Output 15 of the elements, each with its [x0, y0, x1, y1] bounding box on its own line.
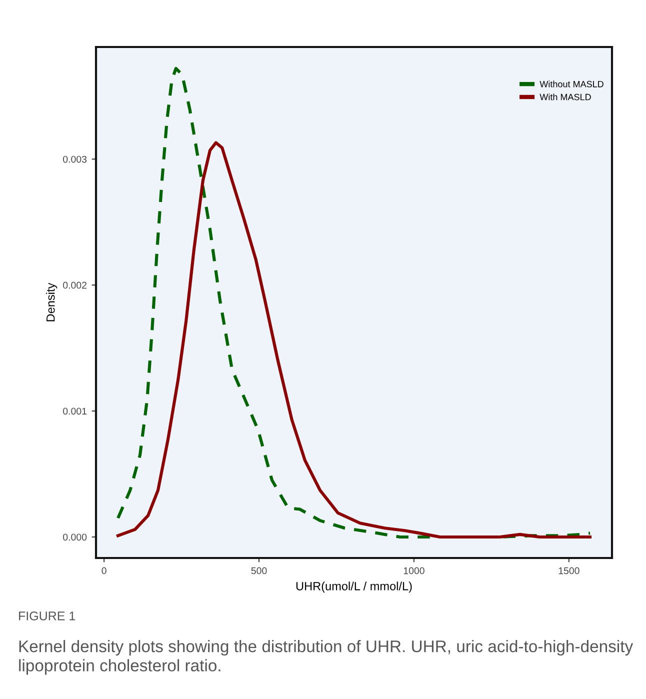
y-tick-label: 0.000: [63, 534, 87, 541]
caption: FIGURE 1: [19, 612, 76, 620]
legend-label: Without MASLD: [540, 80, 604, 88]
x-tick-label: 500: [251, 567, 267, 574]
legend-label: With MASLD: [540, 94, 591, 100]
text: Kernel density plots showing the distribution of UHR. UHR, uric acid-to-high-density lipoprotein cholesterol ratio.: [19, 640, 634, 675]
x-tick-label: 0: [102, 567, 106, 574]
x-tick-label: 1500: [558, 567, 580, 574]
y-axis-title: Density: [46, 282, 58, 322]
y-tick-label: 0.003: [63, 156, 87, 163]
y-tick-label: 0.002: [63, 282, 86, 289]
x-axis-title: UHR(umol/L / mmol/L): [296, 582, 412, 593]
y-tick-label: 0.001: [63, 408, 86, 415]
line-series: [116, 141, 592, 538]
x-tick-label: 1000: [404, 567, 424, 574]
